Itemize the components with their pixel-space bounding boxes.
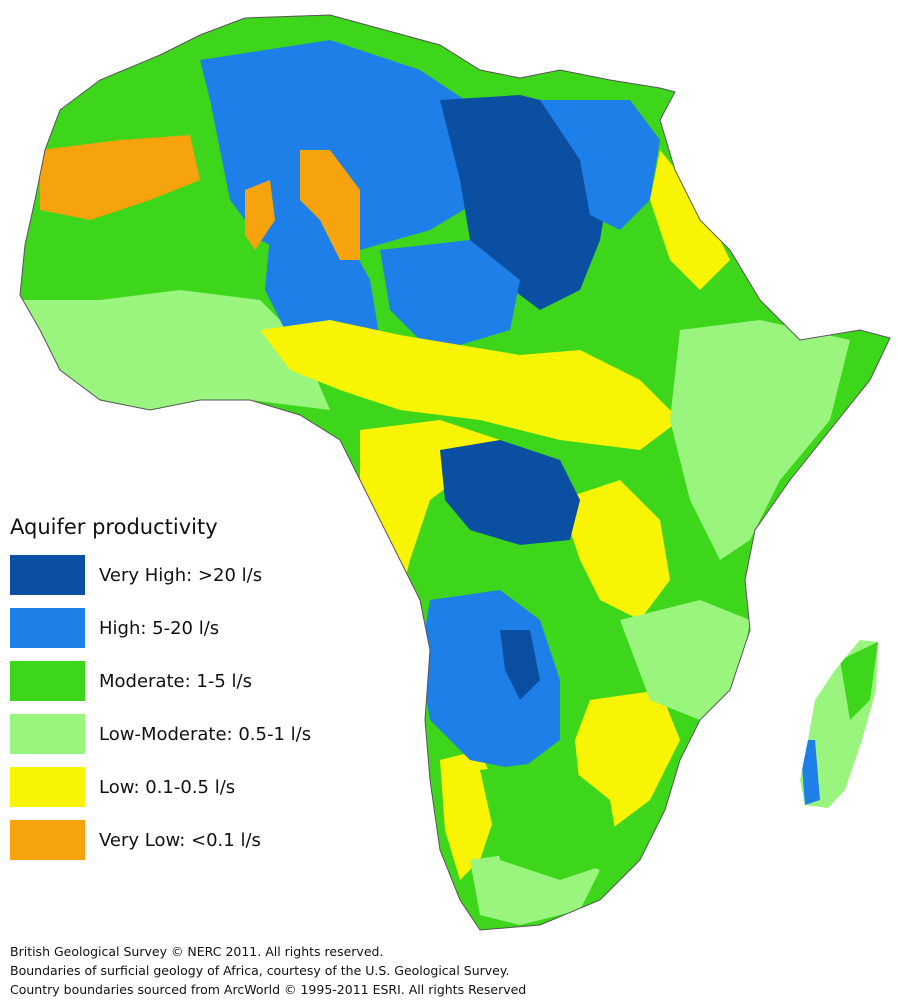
region-verylow-algeria2 (245, 180, 275, 250)
legend-swatch (10, 767, 85, 807)
madagascar-moderate (840, 642, 878, 720)
credit-line-usgs: Boundaries of surficial geology of Afric… (10, 963, 510, 978)
legend-label: Low: 0.1-0.5 l/s (99, 776, 236, 798)
region-low-horn (650, 150, 730, 290)
credit-line-esri: Country boundaries sourced from ArcWorld… (10, 982, 527, 997)
region-verylow-west (40, 135, 200, 220)
legend-label: Very Low: <0.1 l/s (99, 829, 261, 851)
region-lowmod-west (20, 290, 330, 410)
legend-title: Aquifer productivity (10, 515, 218, 539)
legend-swatch (10, 608, 85, 648)
legend-swatch (10, 714, 85, 754)
region-low-sahel (260, 320, 680, 450)
credit-line-bgs: British Geological Survey © NERC 2011. A… (10, 944, 384, 959)
legend-swatch (10, 820, 85, 860)
legend-item: High: 5-20 l/s (10, 608, 410, 648)
africa-outline (19, 14, 891, 931)
legend-item: Very Low: <0.1 l/s (10, 820, 410, 860)
region-high-sahara (200, 40, 500, 260)
region-veryhigh-kalahari (500, 630, 540, 700)
region-moderate-south (480, 760, 620, 880)
legend-swatch (10, 661, 85, 701)
legend-label: Very High: >20 l/s (99, 564, 263, 586)
legend-swatch (10, 555, 85, 595)
madagascar-high (800, 740, 820, 805)
legend-label: High: 5-20 l/s (99, 617, 220, 639)
legend-label: Low-Moderate: 0.5-1 l/s (99, 723, 312, 745)
region-high-egypt (540, 100, 660, 230)
legend-item: Very High: >20 l/s (10, 555, 410, 595)
credits: British Geological Survey © NERC 2011. A… (10, 942, 526, 999)
legend-item: Low: 0.1-0.5 l/s (10, 767, 410, 807)
region-lowmod-tanzania (620, 600, 750, 720)
region-high-chad (380, 240, 520, 345)
region-verylow-algeria (300, 150, 360, 260)
legend-item: Low-Moderate: 0.5-1 l/s (10, 714, 410, 754)
legend-item: Moderate: 1-5 l/s (10, 661, 410, 701)
map-legend: Aquifer productivity Very High: >20 l/s H… (10, 515, 410, 873)
region-veryhigh-congo (440, 440, 580, 545)
region-lowmod-east (670, 320, 850, 560)
legend-label: Moderate: 1-5 l/s (99, 670, 252, 692)
region-low-eastafrica (560, 480, 670, 620)
madagascar (800, 640, 878, 808)
